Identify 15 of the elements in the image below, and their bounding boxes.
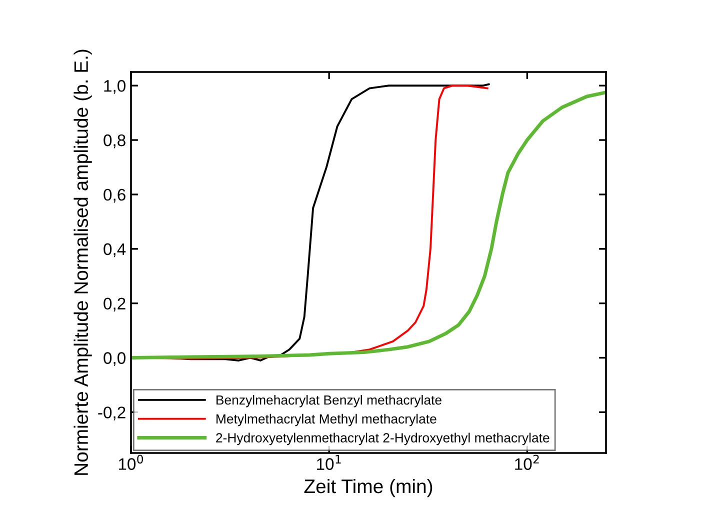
- legend-label: Benzylmehacrylat Benzyl methacrylate: [216, 394, 442, 408]
- y-tick-label: 0,8: [104, 134, 126, 148]
- x-tick-label: 10$^{1}$: [317, 454, 341, 470]
- y-tick-label: 1,0: [104, 80, 126, 94]
- x-tick-label: 10$^{0}$: [118, 454, 144, 470]
- y-tick-label: 0,6: [104, 188, 126, 203]
- y-tick-label: -0,2: [98, 406, 126, 420]
- x-axis-title: Zeit Time (min): [304, 478, 432, 498]
- y-tick-label: 0,0: [104, 352, 126, 366]
- legend-label: Metylmethacrylat Methyl methacrylate: [216, 414, 436, 426]
- x-tick-label: 10$^{2}$: [515, 454, 539, 470]
- y-tick-label: 0,4: [104, 243, 126, 258]
- y-axis-title: Normierte Amplitude Normalised amplitude (b. E.): [74, 50, 92, 475]
- y-tick-label: 0,2: [104, 298, 126, 312]
- legend-label: 2-Hydroxyetylenmethacrylat 2-Hydroxyethyl methacrylate: [216, 432, 550, 446]
